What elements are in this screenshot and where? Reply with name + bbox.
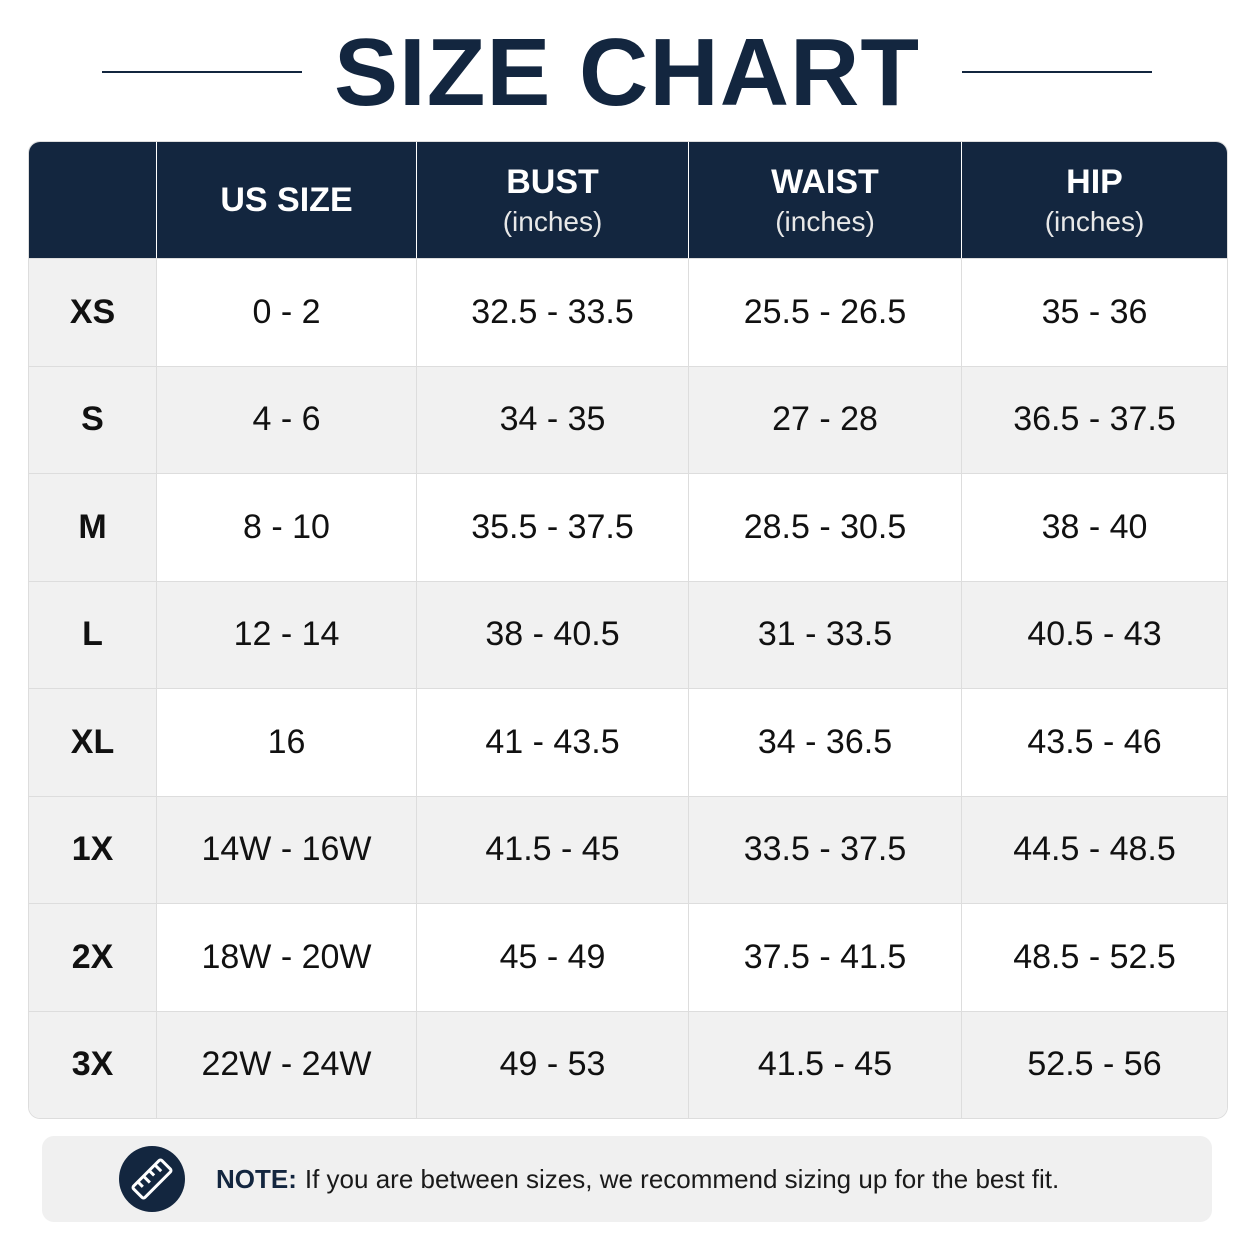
row: 1X 14W - 16W 41.5 - 45 33.5 - 37.5 44.5 - 48… <box>29 795 1227 903</box>
measure-cell: 49 - 53 <box>416 1010 688 1118</box>
measure-cell: 18W - 20W <box>156 903 416 1011</box>
title: SIZE CHART <box>334 19 920 126</box>
measure-cell: 35.5 - 37.5 <box>416 473 688 581</box>
size-cell: 1X <box>29 795 156 903</box>
size-cell: S <box>29 365 156 473</box>
size-cell: 3X <box>29 1010 156 1118</box>
measure-cell: 32.5 - 33.5 <box>416 258 688 366</box>
header-cell: BUST (inches) <box>416 142 688 258</box>
size-table: US SIZE BUST (inches) WAIST (inches) HIP (inch… <box>28 141 1228 1119</box>
measure-cell: 41.5 - 45 <box>688 1010 961 1118</box>
measure-cell: 25.5 - 26.5 <box>688 258 961 366</box>
row: 2X 18W - 20W 45 - 49 37.5 - 41.5 48.5 - 52.5 <box>29 903 1227 1011</box>
measure-cell: 41.5 - 45 <box>416 795 688 903</box>
measure-cell: 0 - 2 <box>156 258 416 366</box>
size-cell: M <box>29 473 156 581</box>
header-cell: US SIZE <box>156 142 416 258</box>
row: XS 0 - 2 32.5 - 33.5 25.5 - 26.5 35 - 36 <box>29 258 1227 366</box>
header-label: BUST <box>506 162 599 201</box>
header-cell: HIP (inches) <box>961 142 1227 258</box>
measure-cell: 8 - 10 <box>156 473 416 581</box>
measure-cell: 28.5 - 30.5 <box>688 473 961 581</box>
measure-cell: 12 - 14 <box>156 580 416 688</box>
measure-cell: 22W - 24W <box>156 1010 416 1118</box>
measure-cell: 27 - 28 <box>688 365 961 473</box>
title-rule <box>962 71 1152 73</box>
note-label: NOTE: <box>216 1164 297 1194</box>
header-label: US SIZE <box>220 180 353 219</box>
measure-cell: 38 - 40 <box>961 473 1227 581</box>
measure-cell: 35 - 36 <box>961 258 1227 366</box>
row: L 12 - 14 38 - 40.5 31 - 33.5 40.5 - 43 <box>29 580 1227 688</box>
note-body: If you are between sizes, we recommend s… <box>304 1164 1060 1194</box>
size-cell: 2X <box>29 903 156 1011</box>
note: NOTE: If you are between sizes, we recomm… <box>42 1136 1212 1222</box>
ruler-icon <box>119 1146 185 1212</box>
measure-cell: 40.5 - 43 <box>961 580 1227 688</box>
measure-cell: 16 <box>156 688 416 796</box>
measure-cell: 34 - 35 <box>416 365 688 473</box>
header-label: HIP <box>1066 162 1123 201</box>
measure-cell: 4 - 6 <box>156 365 416 473</box>
measure-cell: 37.5 - 41.5 <box>688 903 961 1011</box>
size-cell: L <box>29 580 156 688</box>
measure-cell: 38 - 40.5 <box>416 580 688 688</box>
measure-cell: 44.5 - 48.5 <box>961 795 1227 903</box>
header-cell <box>29 142 156 258</box>
measure-cell: 52.5 - 56 <box>961 1010 1227 1118</box>
header-unit: (inches) <box>775 205 875 237</box>
measure-cell: 36.5 - 37.5 <box>961 365 1227 473</box>
header-label: WAIST <box>771 162 879 201</box>
measure-cell: 34 - 36.5 <box>688 688 961 796</box>
row: 3X 22W - 24W 49 - 53 41.5 - 45 52.5 - 56 <box>29 1010 1227 1118</box>
header-unit: (inches) <box>1044 205 1145 237</box>
size-cell: XS <box>29 258 156 366</box>
measure-cell: 41 - 43.5 <box>416 688 688 796</box>
header-row: US SIZE BUST (inches) WAIST (inches) HIP (inch… <box>29 142 1227 258</box>
measure-cell: 14W - 16W <box>156 795 416 903</box>
measure-cell: 48.5 - 52.5 <box>961 903 1227 1011</box>
measure-cell: 33.5 - 37.5 <box>688 795 961 903</box>
row: XL 16 41 - 43.5 34 - 36.5 43.5 - 46 <box>29 688 1227 796</box>
measure-cell: 43.5 - 46 <box>961 688 1227 796</box>
title-rule <box>102 71 302 73</box>
note-text: NOTE: If you are between sizes, we recomm… <box>216 1136 1059 1222</box>
size-cell: XL <box>29 688 156 796</box>
header-cell: WAIST (inches) <box>688 142 961 258</box>
header-unit: (inches) <box>502 205 603 237</box>
measure-cell: 31 - 33.5 <box>688 580 961 688</box>
measure-cell: 45 - 49 <box>416 903 688 1011</box>
